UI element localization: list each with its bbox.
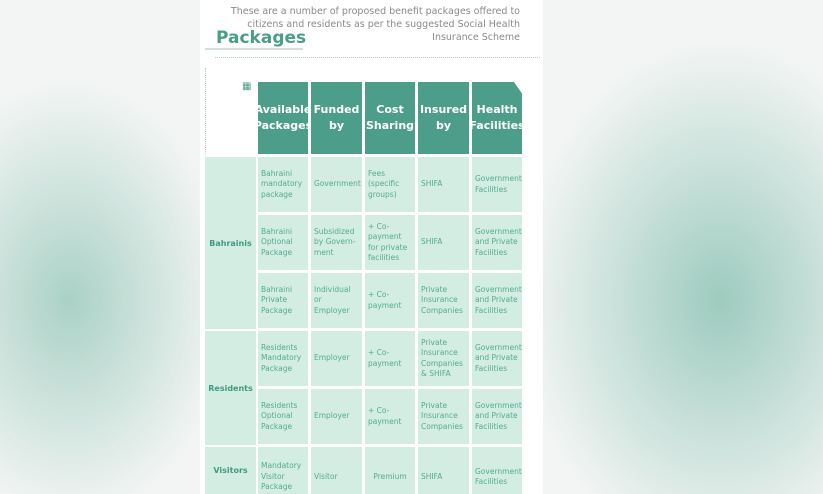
table-cell: Employer: [311, 389, 362, 444]
column-header: Insured by: [418, 82, 469, 154]
table-cell: Private Insurance Companies & SHIFA: [418, 331, 469, 386]
table-cell: Employer: [311, 331, 362, 386]
table-cell: Government Facilities: [472, 447, 522, 494]
table-cell: Government and Private Facilities: [472, 389, 522, 444]
table-cell: Private Insurance Companies: [418, 273, 469, 328]
table-cell: + Co-payment: [365, 331, 415, 386]
table-cell: Mandatory Visitor Package: [258, 447, 308, 494]
column-header: Funded by: [311, 82, 362, 154]
table-cell: Residents Mandatory Package: [258, 331, 308, 386]
table-cell: Visitor: [311, 447, 362, 494]
table-cell: + Co-payment for private facilities: [365, 215, 415, 270]
divider: [205, 68, 206, 154]
divider: [215, 57, 540, 58]
table-cell: Government Facilities: [472, 157, 522, 212]
table-cell: Residents Optional Package: [258, 389, 308, 444]
table-cell: Government: [311, 157, 362, 212]
title-underline: [205, 48, 303, 50]
group-label: Visitors: [205, 447, 256, 494]
document-page: These are a number of proposed benefit p…: [200, 0, 543, 494]
table-cell: Bahraini mandatory package: [258, 157, 308, 212]
table-cell: Private Insurance Companies: [418, 389, 469, 444]
column-header: Available Packages: [254, 82, 312, 154]
table-cell: SHIFA: [418, 157, 469, 212]
table-cell: + Co-payment: [365, 273, 415, 328]
column-header: Cost Sharing: [365, 82, 415, 154]
group-label: Residents: [205, 331, 256, 445]
table-cell: Premium: [365, 447, 415, 494]
table-cell: Bahraini Private Package: [258, 273, 308, 328]
table-cell: Individual or Employer: [311, 273, 362, 328]
table-cell: Fees (specific groups): [365, 157, 415, 212]
grid-icon: ▦: [242, 81, 252, 92]
table-cell: Government and Private Facilities: [472, 273, 522, 328]
group-label: Bahrainis: [205, 157, 256, 329]
table-cell: Bahraini Optional Package: [258, 215, 308, 270]
intro-text: These are a number of proposed benefit p…: [230, 6, 520, 43]
table-cell: Subsidized by Govern-ment: [311, 215, 362, 270]
table-cell: SHIFA: [418, 215, 469, 270]
table-cell: SHIFA: [418, 447, 469, 494]
column-header: Health Facilities: [472, 82, 522, 154]
page-title: Packages: [216, 28, 307, 48]
table-cell: Government and Private Facilities: [472, 215, 522, 270]
table-cell: Government and Private Facilities: [472, 331, 522, 386]
table-cell: + Co-payment: [365, 389, 415, 444]
